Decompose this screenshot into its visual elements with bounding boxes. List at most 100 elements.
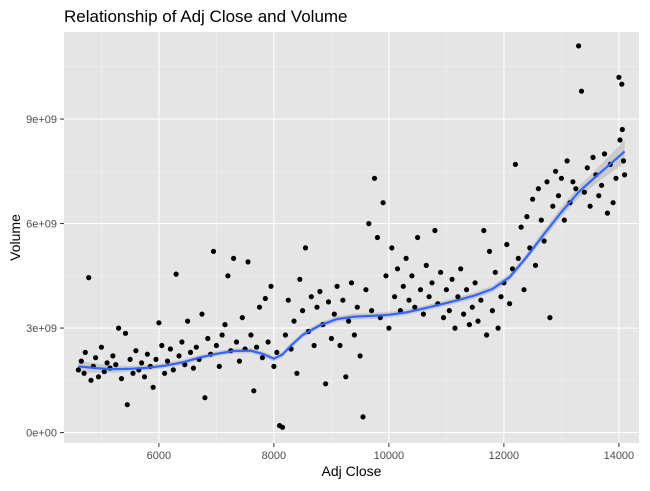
data-point (285, 297, 291, 303)
data-point (392, 294, 398, 300)
data-point (423, 262, 429, 268)
y-tick-label: 3e+09 (26, 323, 57, 335)
data-point (167, 346, 173, 352)
data-point (222, 322, 228, 328)
data-point (518, 224, 524, 230)
data-point (475, 318, 481, 324)
data-point (156, 320, 162, 326)
data-point (357, 353, 363, 359)
x-tick-label: 14000 (604, 450, 635, 462)
data-point (550, 203, 556, 209)
data-point (504, 241, 510, 248)
data-point (394, 266, 401, 272)
data-point (489, 308, 495, 314)
data-point (558, 175, 565, 181)
data-point (397, 308, 403, 314)
data-point (386, 325, 392, 331)
data-point (245, 259, 251, 265)
data-point (297, 276, 303, 282)
data-point (300, 308, 306, 314)
minor-gridlines (64, 32, 639, 443)
data-point (170, 367, 176, 373)
x-axis-title: Adj Close (322, 463, 382, 479)
data-point (216, 363, 222, 369)
data-point (144, 351, 150, 357)
data-point (544, 179, 550, 185)
data-point (374, 234, 380, 241)
data-point (150, 384, 156, 390)
data-point (541, 238, 547, 244)
data-point (179, 339, 185, 345)
data-point (486, 248, 493, 254)
data-point (346, 318, 352, 324)
data-point (495, 325, 501, 331)
data-point (193, 344, 199, 350)
data-point (348, 280, 355, 286)
y-tick-label: 9e+09 (26, 114, 57, 126)
data-point (199, 311, 205, 317)
data-point (187, 349, 194, 355)
data-point (88, 377, 94, 383)
data-point (369, 308, 375, 314)
data-point (446, 308, 452, 314)
data-point (302, 245, 309, 251)
data-point (116, 325, 122, 331)
data-point (429, 280, 435, 286)
data-point (601, 151, 608, 157)
data-point (101, 369, 107, 375)
data-point (564, 158, 570, 164)
data-point (173, 271, 179, 277)
data-point (162, 370, 168, 376)
data-point (530, 196, 536, 202)
data-point (426, 294, 432, 300)
data-point (176, 353, 182, 359)
data-point (139, 360, 145, 366)
plot-panel (64, 32, 639, 443)
data-point (78, 358, 84, 364)
chart-title: Relationship of Adj Close and Volume (64, 7, 348, 26)
data-point (331, 311, 337, 317)
data-point (461, 311, 467, 317)
data-point (383, 273, 389, 279)
data-point (622, 172, 628, 178)
data-point (251, 388, 257, 394)
data-point (458, 266, 464, 272)
data-point (340, 297, 346, 303)
data-point (323, 381, 329, 387)
data-point (400, 283, 406, 289)
data-point (415, 234, 421, 241)
data-point (466, 322, 472, 328)
data-point (613, 175, 619, 181)
data-point (164, 358, 171, 364)
data-point (81, 370, 87, 376)
data-point (620, 158, 627, 164)
data-point (403, 255, 409, 261)
data-point (484, 332, 490, 338)
data-point (274, 349, 280, 355)
data-point (308, 294, 314, 300)
data-point (547, 315, 553, 321)
data-point (481, 227, 487, 234)
smooth-line (78, 150, 626, 371)
data-point (314, 304, 320, 310)
data-point (279, 424, 286, 430)
data-point (389, 245, 395, 251)
data-point (538, 217, 544, 223)
data-point (432, 227, 438, 234)
data-point (153, 356, 159, 362)
data-point (619, 81, 625, 87)
data-point (282, 332, 288, 338)
y-axis-title: Volume (7, 214, 23, 261)
data-point (380, 200, 386, 206)
data-point (202, 395, 208, 401)
data-point (527, 245, 533, 251)
data-point (570, 179, 576, 185)
data-point (438, 269, 444, 275)
data-point (449, 276, 455, 282)
data-point (472, 280, 478, 286)
data-point (406, 297, 412, 303)
data-point (417, 287, 424, 293)
x-tick-label: 12000 (489, 450, 520, 462)
data-point (596, 193, 602, 199)
data-point (469, 304, 475, 310)
